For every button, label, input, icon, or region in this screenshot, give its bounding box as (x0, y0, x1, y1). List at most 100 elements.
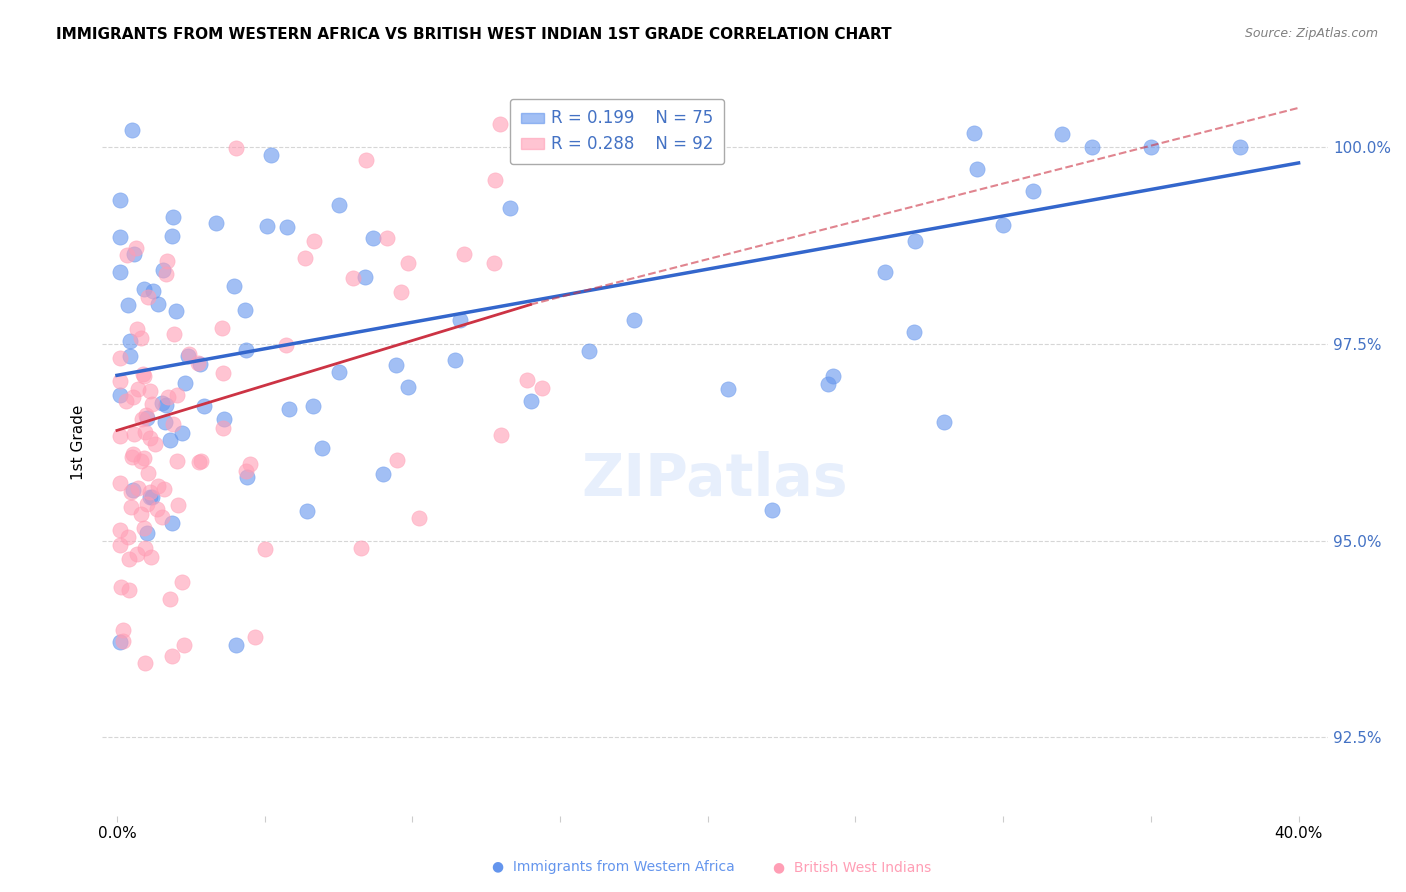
British West Indians (117, 530, 139, 544)
British West Indians (135, 497, 157, 511)
Immigrants from Western Africa (1052, 128, 1074, 142)
Immigrants from Western Africa (499, 201, 522, 215)
Y-axis label: 1st Grade: 1st Grade (72, 405, 86, 480)
Immigrants from Western Africa (204, 216, 226, 230)
British West Indians (162, 417, 184, 431)
British West Indians (120, 484, 142, 499)
British West Indians (396, 256, 419, 270)
Immigrants from Western Africa (193, 399, 215, 413)
Immigrants from Western Africa (361, 231, 384, 245)
British West Indians (127, 481, 149, 495)
British West Indians (160, 649, 183, 664)
Immigrants from Western Africa (152, 263, 174, 277)
Immigrants from Western Africa (121, 483, 143, 498)
British West Indians (375, 231, 398, 245)
British West Indians (190, 454, 212, 468)
Text: ZIPatlas: ZIPatlas (582, 451, 848, 508)
Immigrants from Western Africa (172, 425, 194, 440)
Immigrants from Western Africa (160, 516, 183, 530)
Immigrants from Western Africa (235, 470, 257, 484)
British West Indians (134, 656, 156, 670)
Text: ●  British West Indians: ● British West Indians (773, 860, 932, 874)
Immigrants from Western Africa (384, 359, 406, 373)
British West Indians (110, 580, 132, 594)
British West Indians (139, 431, 162, 445)
Immigrants from Western Africa (396, 380, 419, 394)
Immigrants from Western Africa (297, 504, 319, 518)
Immigrants from Western Africa (124, 247, 146, 261)
British West Indians (127, 322, 149, 336)
Immigrants from Western Africa (132, 282, 155, 296)
Immigrants from Western Africa (817, 376, 839, 391)
Immigrants from Western Africa (162, 211, 184, 225)
British West Indians (121, 450, 143, 465)
Immigrants from Western Africa (717, 382, 740, 396)
Immigrants from Western Africa (354, 270, 377, 285)
British West Indians (179, 347, 201, 361)
British West Indians (136, 466, 159, 480)
Immigrants from Western Africa (121, 123, 143, 137)
British West Indians (274, 338, 297, 352)
British West Indians (132, 450, 155, 465)
Immigrants from Western Africa (256, 219, 278, 234)
Immigrants from Western Africa (188, 357, 211, 371)
Text: ●  Immigrants from Western Africa: ● Immigrants from Western Africa (492, 860, 735, 874)
British West Indians (132, 521, 155, 535)
British West Indians (141, 396, 163, 410)
British West Indians (136, 289, 159, 303)
British West Indians (110, 523, 132, 537)
British West Indians (173, 638, 195, 652)
Immigrants from Western Africa (120, 349, 142, 363)
Immigrants from Western Africa (118, 334, 141, 348)
British West Indians (166, 388, 188, 402)
British West Indians (243, 630, 266, 644)
British West Indians (120, 500, 142, 514)
British West Indians (163, 326, 186, 341)
Immigrants from Western Africa (519, 394, 541, 409)
British West Indians (134, 541, 156, 555)
British West Indians (531, 381, 554, 395)
Immigrants from Western Africa (993, 219, 1015, 233)
Immigrants from Western Africa (932, 415, 955, 429)
Immigrants from Western Africa (177, 349, 200, 363)
British West Indians (112, 633, 135, 648)
Immigrants from Western Africa (108, 230, 131, 244)
British West Indians (155, 267, 177, 281)
British West Indians (139, 384, 162, 399)
British West Indians (139, 484, 162, 499)
British West Indians (129, 507, 152, 521)
Immigrants from Western Africa (173, 376, 195, 390)
British West Indians (484, 173, 506, 187)
Immigrants from Western Africa (155, 398, 177, 412)
Immigrants from Western Africa (260, 148, 283, 162)
British West Indians (115, 248, 138, 262)
Immigrants from Western Africa (148, 297, 170, 311)
British West Indians (127, 547, 149, 561)
Immigrants from Western Africa (823, 368, 845, 383)
Immigrants from Western Africa (108, 264, 131, 278)
Immigrants from Western Africa (233, 303, 256, 318)
British West Indians (385, 452, 408, 467)
Immigrants from Western Africa (966, 162, 988, 177)
British West Indians (166, 454, 188, 468)
British West Indians (211, 320, 233, 334)
British West Indians (122, 390, 145, 404)
Immigrants from Western Africa (108, 387, 131, 401)
British West Indians (122, 426, 145, 441)
Immigrants from Western Africa (141, 490, 163, 504)
British West Indians (225, 141, 247, 155)
British West Indians (453, 247, 475, 261)
British West Indians (131, 368, 153, 382)
British West Indians (135, 408, 157, 422)
Immigrants from Western Africa (117, 298, 139, 312)
Immigrants from Western Africa (142, 284, 165, 298)
Immigrants from Western Africa (578, 344, 600, 359)
Immigrants from Western Africa (153, 415, 176, 429)
Immigrants from Western Africa (222, 278, 245, 293)
Immigrants from Western Africa (108, 635, 131, 649)
British West Indians (408, 511, 430, 525)
British West Indians (167, 498, 190, 512)
British West Indians (108, 351, 131, 366)
British West Indians (127, 382, 149, 396)
Immigrants from Western Africa (165, 303, 187, 318)
